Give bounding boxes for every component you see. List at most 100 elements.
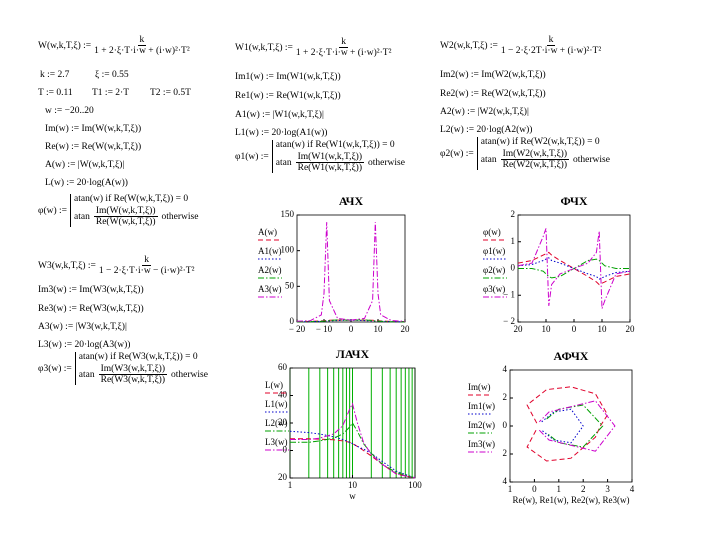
y-tick-label: 2 [511,209,516,219]
y-tick-label: − 2 [503,316,515,326]
formula-text: L2(w) := 20·log(A2(w)) [440,125,533,135]
x-tick-label: 0 [349,324,354,334]
formula-text: Im(w) := Im(W(w,k,T,ξ)) [45,124,142,134]
x-tick-label: 2 [581,484,586,494]
legend-label: L2(w) [265,418,288,428]
formula: ξ := 0.55 [95,70,129,80]
x-tick-label: − 10 [316,324,333,334]
y-tick-label: 60 [278,362,288,372]
fraction: Im(W3(w,k,T,ξ)) Re(W3(w,k,T,ξ)) [98,364,168,385]
formula-text: Im3(w) := Im(W3(w,k,T,ξ)) [38,285,144,295]
series-line [289,430,416,479]
plot-frame [509,369,633,483]
x-tick-label: 3 [605,484,610,494]
x-axis-label: w [349,491,356,501]
formula-lhs: W3(w,k,T,ξ) := [38,260,96,271]
y-tick-label: 2 [503,448,508,458]
formula: L(w) := 20·log(A(w)) [45,178,128,188]
piecewise: atan(w) if Re(W2(w,k,T,ξ)) = 0 atan Im(W2(… [476,137,610,170]
series-line [517,251,631,286]
numerator: k [142,255,152,266]
legend-label: Im2(w) [468,420,495,430]
formula-text: Re(w) := Re(W(w,k,T,ξ)) [45,142,142,152]
chart-title: ЛАЧХ [336,347,370,361]
y-tick-label: 0 [511,263,516,273]
formula-text: Im2(w) := Im(W2(w,k,T,ξ)) [440,70,546,80]
y-tick-label: 40 [278,390,288,400]
formula: Im3(w) := Im(W3(w,k,T,ξ)) [38,285,144,295]
legend-label: A3(w) [258,284,282,294]
function: atan [275,157,292,168]
x-tick-label: 10 [374,324,384,334]
numerator: Im(W1(w,k,T,ξ)) [295,152,365,163]
otherwise-row: atan Im(W1(w,k,T,ξ)) Re(W1(w,k,T,ξ)) otherw… [276,152,405,173]
x-axis-label: Re(w), Re1(w), Re2(w), Re3(w) [513,495,630,505]
denominator: 1 + 2·ξ·T·i·w + (i·w)²·T² [94,46,190,56]
otherwise: otherwise [573,154,610,165]
formula: A(w) := |W(w,k,T,ξ)| [45,160,124,170]
formula-text: A2(w) := |W2(w,k,T,ξ)| [440,107,529,117]
piecewise: atan(w) if Re(W3(w,k,T,ξ)) = 0 atan Im(W3(… [74,352,208,385]
formula: T2 := 0.5T [150,88,191,98]
legend-label: L1(w) [265,399,288,409]
series-line [541,408,584,444]
legend-label: φ3(w) [483,284,505,294]
chart-title: АЧХ [339,194,364,208]
formula: W3(w,k,T,ξ) := k 1 − 2·ξ·T·i·w − (i·w)²·T² [38,255,194,276]
x-tick-label: 1 [557,484,562,494]
formula-text: Re2(w) := Re(W2(w,k,T,ξ)) [440,89,546,99]
function: atan [74,211,90,222]
legend-label: L(w) [265,380,283,390]
legend-label: φ2(w) [483,265,505,275]
legend-label: A1(w) [258,246,282,256]
condition: atan(w) if Re(W1(w,k,T,ξ)) = 0 [275,140,395,150]
formula-lhs: φ2(w) := [440,148,474,159]
formula: T := 0.11 [38,88,73,98]
fraction: Im(W1(w,k,T,ξ)) Re(W1(w,k,T,ξ)) [295,152,365,173]
x-tick-label: 20 [401,324,411,334]
formula: φ2(w) := atan(w) if Re(W2(w,k,T,ξ)) = 0 at… [440,137,610,170]
series-line [538,400,616,452]
formula-text: Re1(w) := Re(W1(w,k,T,ξ)) [235,91,341,101]
legend-label: L3(w) [265,437,288,447]
formula: Re(w) := Re(W(w,k,T,ξ)) [45,142,141,152]
x-tick-label: 10 [542,324,552,334]
series-line [290,402,416,479]
denominator: Re(W(w,k,T,ξ)) [95,217,156,227]
y-tick-label: 4 [503,364,508,374]
x-tick-label: − 20 [289,324,306,334]
formula: Re1(w) := Re(W1(w,k,T,ξ)) [235,91,341,101]
denominator: 1 + 2·ξ·T·i·w + (i·w)²·T² [295,48,392,58]
x-tick-label: 0 [532,484,537,494]
formula: k := 2.7 [40,70,69,80]
formula-text: k := 2.7 [40,70,70,80]
otherwise: otherwise [368,157,405,168]
numerator: k [137,35,147,46]
y-tick-label: 150 [281,209,295,219]
denominator: Re(W3(w,k,T,ξ)) [100,375,166,385]
x-tick-label: 1 [288,480,293,490]
formula: L3(w) := 20·log(A3(w)) [38,340,130,350]
numerator: Im(W3(w,k,T,ξ)) [98,364,168,375]
piecewise: atan(w) if Re(W(w,k,T,ξ)) = 0 atan Im(W(w,… [70,194,198,227]
formula-text: L3(w) := 20·log(A3(w)) [38,340,131,350]
numerator: Im(W(w,k,T,ξ)) [93,206,158,217]
otherwise: otherwise [161,211,199,222]
formula-text: Im1(w) := Im(W1(w,k,T,ξ)) [235,72,341,82]
condition: atan(w) if Re(W3(w,k,T,ξ)) = 0 [78,352,198,362]
formula: A2(w) := |W2(w,k,T,ξ)| [440,107,529,117]
chart-title: АФЧХ [554,349,589,363]
numerator: k [339,37,349,48]
otherwise-row: atan Im(W(w,k,T,ξ)) Re(W(w,k,T,ξ)) otherwis… [74,206,198,227]
formula: A1(w) := |W1(w,k,T,ξ)| [235,110,324,120]
formula-text: T := 0.11 [38,88,73,98]
formula: L2(w) := 20·log(A2(w)) [440,125,532,135]
piecewise: atan(w) if Re(W1(w,k,T,ξ)) = 0 atan Im(W1(… [271,140,405,173]
x-tick-label: 0 [572,324,577,334]
x-tick-label: 4 [630,484,635,494]
legend-label: Im(w) [468,382,491,392]
formula: W2(w,k,T,ξ) := k 1 − 2·ξ·2T·i·w + (i·w)²·T… [440,35,601,56]
formula-lhs: φ(w) := [38,205,68,216]
